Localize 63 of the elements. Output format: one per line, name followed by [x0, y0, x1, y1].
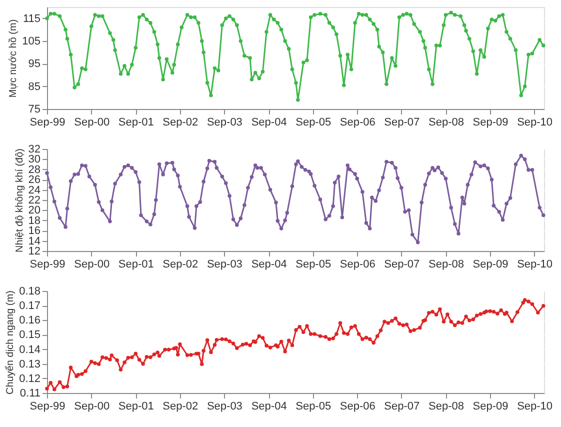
x-tick-label: Sep-08	[428, 400, 464, 412]
y-axis-title: Chuyển dịch ngang (m)	[4, 290, 16, 394]
x-tick-label: Sep-02	[162, 116, 198, 128]
y-tick-label: 0.18	[19, 286, 40, 298]
y-axis-title: Mực nước hồ (m)	[8, 19, 20, 98]
y-tick-label: 0.16	[19, 314, 40, 327]
y-tick-label: 0.12	[19, 372, 40, 385]
x-tick-label: Sep-10	[517, 400, 553, 412]
x-tick-label: Sep-06	[340, 258, 376, 270]
x-tick-label: Sep-05	[296, 400, 332, 412]
y-tick-label: 75	[28, 104, 40, 116]
y-tick-label: 20	[28, 204, 40, 217]
y-tick-label: 0.14	[19, 344, 40, 356]
x-tick-label: Sep-03	[206, 258, 242, 270]
x-tick-label: Sep-03	[206, 400, 242, 412]
y-tick-label: 12	[28, 246, 40, 258]
x-tick-label: Sep-07	[384, 258, 420, 270]
x-tick-label: Sep-04	[251, 400, 287, 412]
x-tick-label: Sep-02	[162, 400, 198, 412]
x-tick-label: Sep-04	[251, 258, 287, 270]
x-tick-label: Sep-09	[472, 116, 508, 128]
y-tick-label: 115	[22, 12, 40, 25]
x-tick-label: Sep-00	[74, 116, 110, 128]
x-tick-label: Sep-07	[384, 400, 420, 412]
y-tick-label: 0.13	[19, 358, 40, 370]
x-tick-label: Sep-06	[340, 400, 376, 412]
y-tick-label: 28	[28, 164, 40, 176]
x-tick-label: Sep-10	[517, 116, 553, 128]
x-tick-label: Sep-00	[74, 258, 110, 270]
x-tick-label: Sep-99	[30, 400, 66, 412]
y-tick-label: 16	[28, 225, 40, 238]
y-tick-label: 24	[28, 184, 40, 196]
y-tick-label: 32	[28, 144, 40, 156]
y-tick-label: 0.15	[19, 329, 40, 342]
x-tick-label: Sep-08	[428, 258, 464, 270]
x-tick-label: Sep-03	[206, 116, 242, 128]
y-tick-label: 0.17	[19, 300, 40, 312]
x-tick-label: Sep-09	[472, 258, 508, 270]
x-tick-label: Sep-00	[74, 400, 110, 412]
x-tick-label: Sep-08	[428, 116, 464, 128]
y-tick-label: 85	[28, 80, 40, 93]
y-tick-label: 22	[28, 194, 40, 206]
x-tick-label: Sep-05	[296, 258, 332, 270]
x-tick-label: Sep-02	[162, 258, 198, 270]
y-tick-label: 105	[22, 36, 40, 48]
x-tick-label: Sep-04	[251, 116, 287, 128]
y-tick-label: 26	[28, 174, 40, 186]
x-tick-label: Sep-10	[517, 258, 553, 270]
x-tick-label: Sep-09	[472, 400, 508, 412]
x-tick-label: Sep-99	[30, 116, 66, 128]
x-tick-label: Sep-05	[296, 116, 332, 128]
x-tick-label: Sep-01	[118, 258, 154, 270]
y-tick-label: 18	[28, 214, 40, 227]
y-tick-label: 30	[28, 154, 40, 166]
x-tick-label: Sep-06	[340, 116, 376, 128]
y-tick-label: 0.11	[20, 388, 40, 400]
x-tick-label: Sep-07	[384, 116, 420, 128]
y-axis-title: Nhiệt độ không khí (độ)	[14, 148, 26, 252]
y-tick-label: 95	[28, 58, 40, 70]
x-tick-label: Sep-99	[30, 258, 66, 270]
y-tick-label: 14	[28, 235, 40, 248]
x-tick-label: Sep-01	[118, 116, 154, 128]
x-tick-label: Sep-01	[118, 400, 154, 412]
